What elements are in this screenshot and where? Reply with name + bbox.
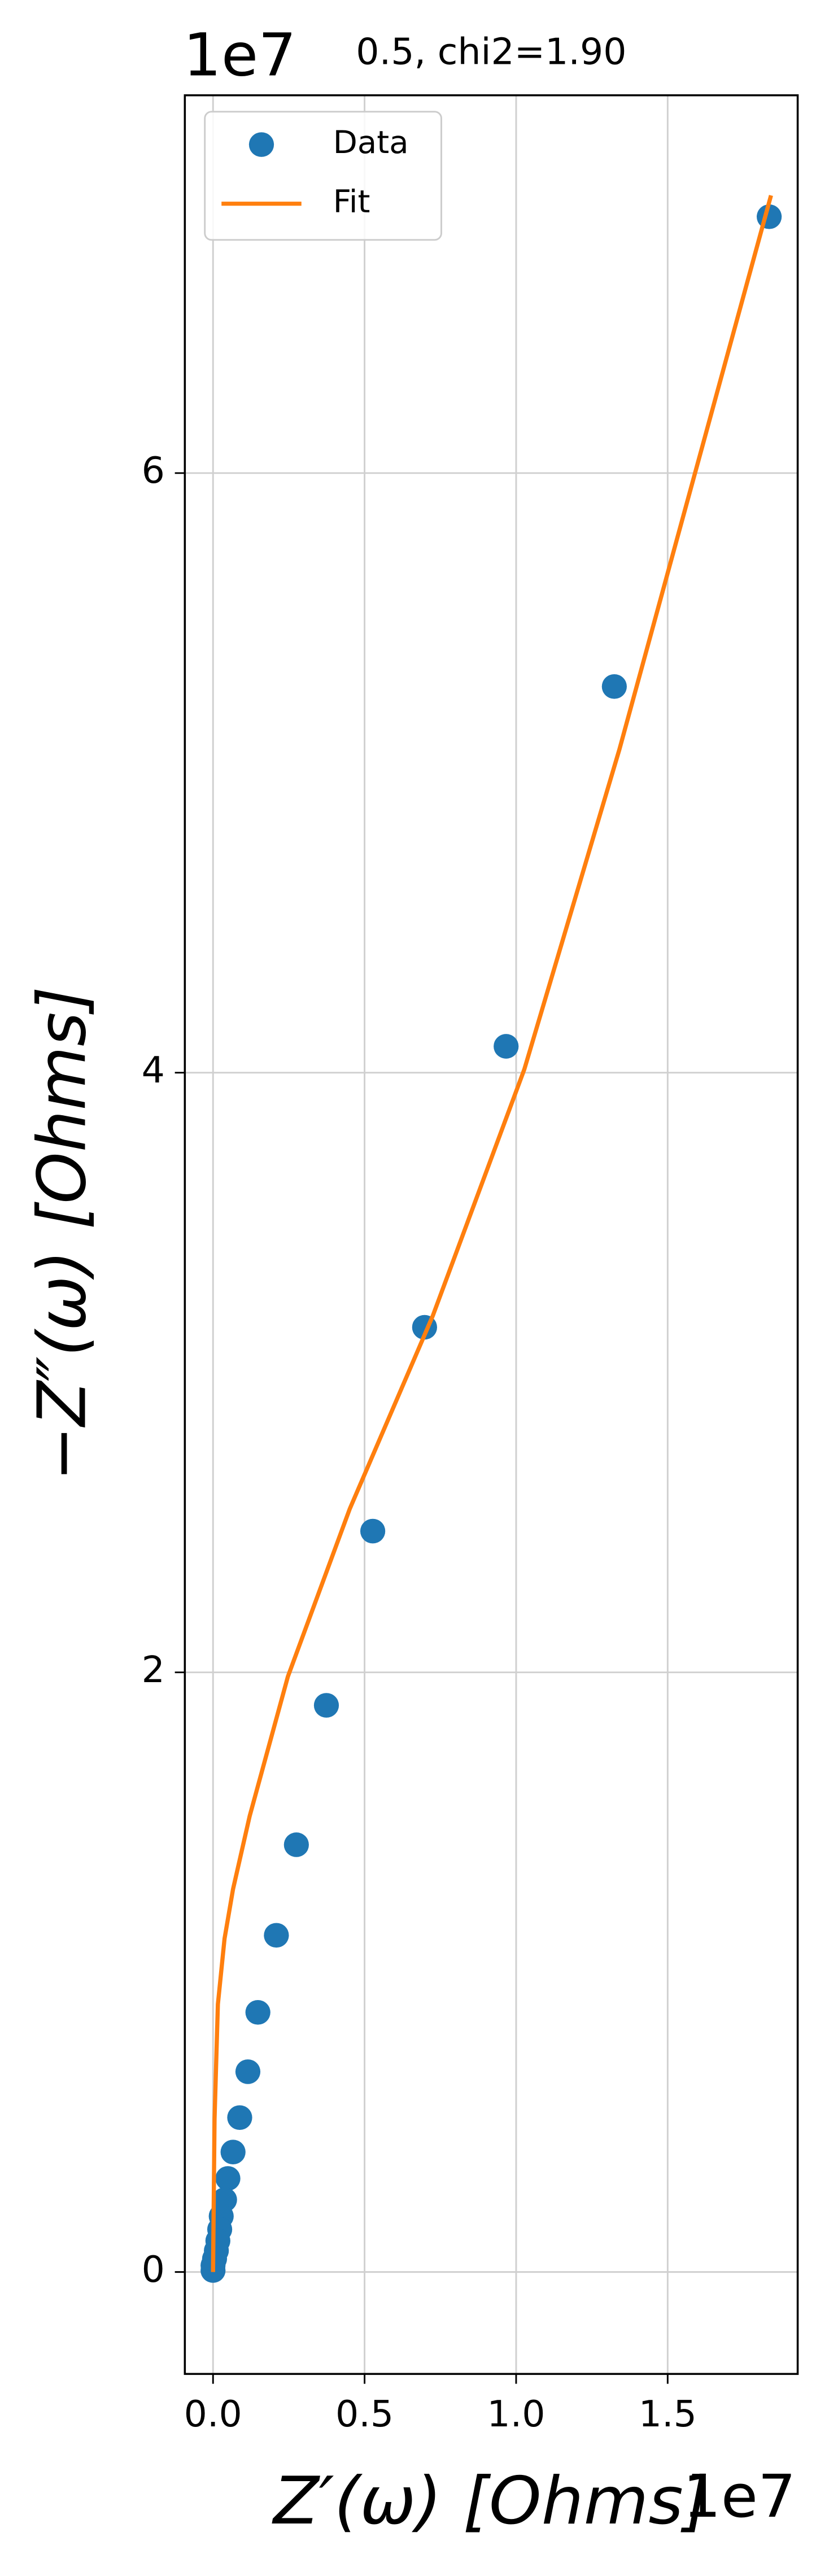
data-point	[264, 1923, 289, 1948]
x-tick-label: 0.0	[184, 2394, 242, 2436]
x-tick-label: 0.5	[335, 2394, 394, 2436]
x-tick-label: 1.5	[639, 2394, 697, 2436]
y-offset-label: 1e7	[183, 20, 296, 89]
data-point	[220, 2140, 246, 2165]
data-point	[227, 2105, 252, 2130]
x-tick-label: 1.0	[487, 2394, 545, 2436]
legend-swatch	[248, 132, 274, 157]
y-tick-label: 6	[142, 450, 165, 492]
chart-title: 0.5, chi2=1.90	[356, 31, 626, 73]
x-offset-label: 1e7	[683, 2461, 796, 2530]
data-point	[494, 1034, 519, 1059]
legend-label: Fit	[333, 184, 370, 220]
data-point	[235, 2059, 261, 2084]
plot-frame	[184, 94, 799, 2375]
y-tick-label: 0	[142, 2248, 165, 2291]
data-point	[283, 1832, 309, 1857]
fit-line	[211, 195, 773, 2272]
y-tick-label: 2	[142, 1649, 165, 1692]
data-point	[601, 674, 627, 699]
legend-label: Data	[333, 124, 409, 161]
x-axis-label: Z′(ω) [Ohms]	[272, 2463, 709, 2539]
data-point	[313, 1693, 339, 1718]
data-point	[245, 1999, 270, 2025]
y-tick-label: 4	[142, 1050, 165, 1092]
data-point	[360, 1518, 386, 1544]
y-axis-label: −Z″(ω) [Ohms]	[23, 986, 101, 1481]
data-point	[215, 2166, 241, 2191]
